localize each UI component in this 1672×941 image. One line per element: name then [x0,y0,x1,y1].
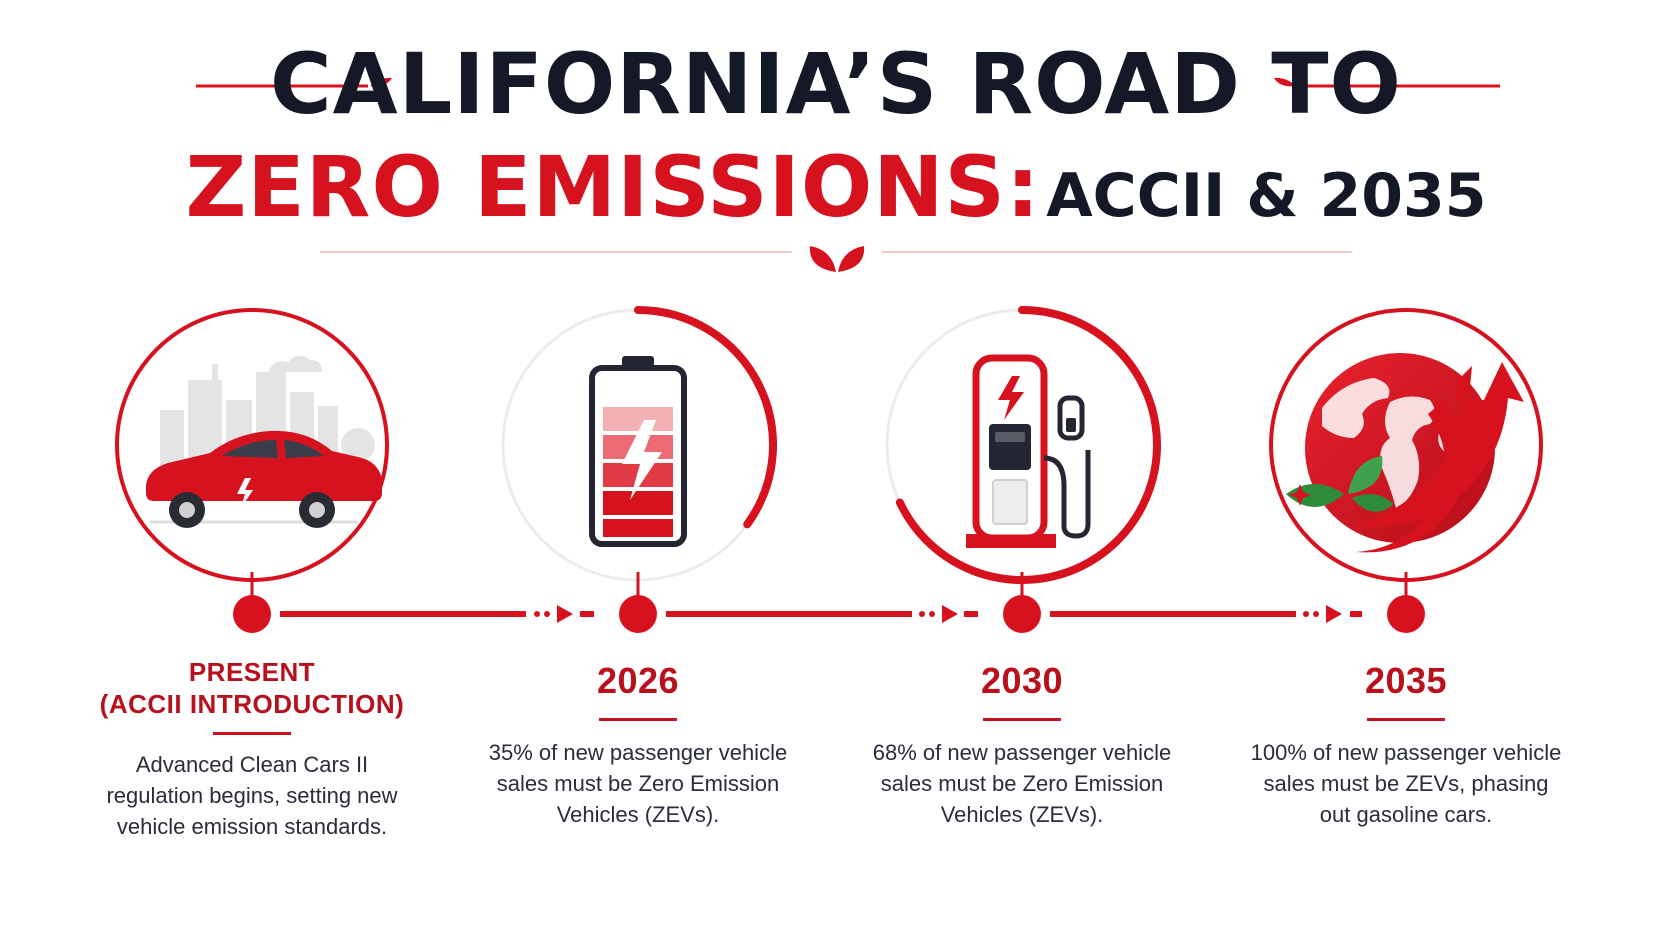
timeline-node-2026 [619,595,657,633]
progress-arc-2026 [634,306,777,529]
milestone-subtitle: (ACCII INTRODUCTION) [99,689,405,719]
milestone-underline [599,718,677,721]
title-subtitle: ACCII & 2035 [1046,161,1487,231]
milestone-2030: 2030 68% of new passenger vehicle sales … [862,662,1182,830]
milestone-present: PRESENT (ACCII INTRODUCTION) Advanced Cl… [92,656,412,842]
timeline-arrow [557,605,573,623]
timeline [233,595,1425,633]
progress-arc-2030 [895,306,1161,584]
title-divider-right [1274,77,1500,88]
milestone-description: 68% of new passenger vehicle sales must … [872,740,1172,827]
milestone-underline [983,718,1061,721]
milestone-description: Advanced Clean Cars II regulation begins… [106,752,398,839]
milestone-underline [1367,718,1445,721]
timeline-stems [250,572,1408,596]
timeline-arrow [1326,605,1342,623]
timeline-node-2030 [1003,595,1041,633]
title-line-1: CALIFORNIA’S ROAD TO [270,35,1402,133]
milestone-title: 2026 [596,660,680,701]
charging-station-icon [966,354,1091,548]
milestone-description: 35% of new passenger vehicle sales must … [488,740,788,827]
milestone-underline [213,732,291,735]
timeline-node-present [233,595,271,633]
timeline-node-2035 [1387,595,1425,633]
page-title-line-2: ZERO EMISSIONS: ACCII & 2035 [0,145,1672,229]
milestone-title: 2030 [980,660,1064,701]
leaf-icon [809,246,865,272]
milestone-2026: 2026 35% of new passenger vehicle sales … [478,662,798,830]
page-title: CALIFORNIA’S ROAD TO [0,42,1672,126]
title-divider-left [196,77,392,88]
milestone-title: PRESENT [188,657,316,687]
title-highlight: ZERO EMISSIONS: [185,138,1041,236]
electric-car-icon [146,355,382,528]
battery-icon [589,356,687,547]
milestone-2035: 2035 100% of new passenger vehicle sales… [1246,662,1566,830]
globe-icon [1286,353,1524,553]
milestone-title: 2035 [1364,660,1448,701]
milestone-description: 100% of new passenger vehicle sales must… [1250,740,1562,827]
timeline-arrow [942,605,958,623]
